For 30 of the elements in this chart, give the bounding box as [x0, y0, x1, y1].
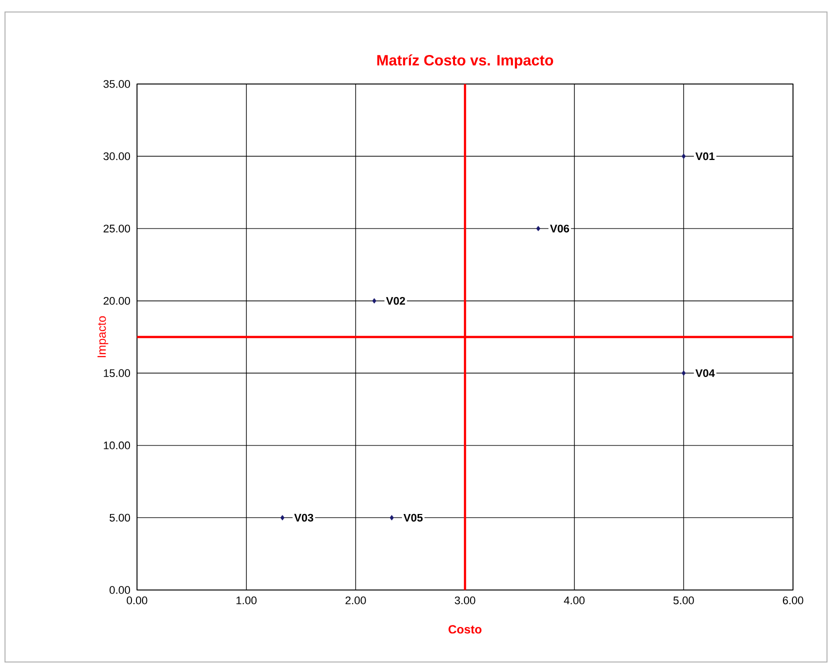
point — [280, 515, 284, 520]
point — [390, 515, 394, 520]
x-axis-title: Costo — [448, 625, 482, 634]
x-tick-label: 0.00 — [126, 596, 148, 604]
y-tick-label: 20.00 — [104, 296, 130, 305]
x-tick-label: 3.00 — [454, 596, 476, 604]
y-tick-label: 5.00 — [110, 514, 130, 522]
y-tick-label: 35.00 — [103, 80, 130, 88]
x-tick-label: 2.00 — [346, 596, 366, 604]
annotation: V06 — [550, 224, 570, 232]
annotation: V04 — [695, 369, 715, 378]
point — [536, 226, 540, 232]
x-tick-label: 5.00 — [673, 596, 694, 604]
y-tick-label: 25.00 — [104, 224, 130, 232]
x-tick-label: 6.00 — [782, 596, 804, 604]
chart-title: Matríz Costo vs. Impacto — [377, 54, 554, 68]
annotation: V02 — [386, 296, 406, 305]
annotation: V03 — [294, 514, 314, 522]
point — [372, 298, 376, 304]
y-tick-label: 15.00 — [104, 369, 130, 378]
x-tick-label: 4.00 — [564, 596, 585, 604]
y-tick-label: 0.00 — [110, 586, 130, 594]
x-tick-label: 1.00 — [236, 596, 257, 604]
y-axis-title: Impacto — [98, 316, 108, 358]
annotation: V01 — [695, 152, 715, 160]
point — [682, 370, 686, 376]
point — [682, 154, 686, 159]
annotation: V05 — [404, 514, 423, 522]
y-tick-label: 10.00 — [104, 442, 130, 450]
y-tick-label: 30.00 — [103, 152, 130, 160]
